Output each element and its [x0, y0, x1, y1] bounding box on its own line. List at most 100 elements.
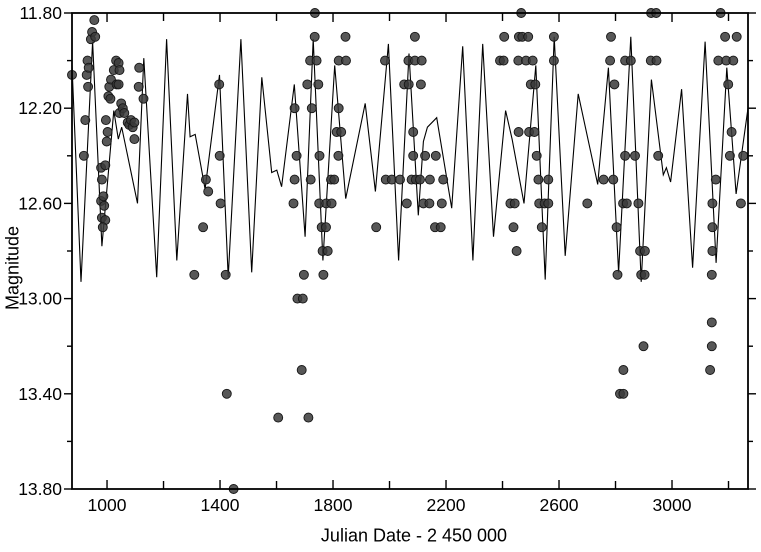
- data-point: [288, 198, 299, 209]
- data-point: [200, 174, 211, 185]
- data-point: [436, 198, 447, 209]
- data-point: [731, 31, 742, 42]
- data-point: [625, 55, 636, 66]
- data-point: [728, 55, 739, 66]
- data-point: [612, 269, 623, 280]
- data-point: [608, 174, 619, 185]
- data-point: [582, 198, 593, 209]
- data-point: [329, 174, 340, 185]
- data-point: [630, 150, 640, 161]
- data-point: [134, 62, 145, 73]
- data-point: [513, 127, 524, 137]
- data-point: [340, 31, 351, 42]
- data-point: [273, 412, 284, 423]
- data-point: [133, 81, 144, 92]
- data-point: [289, 103, 300, 114]
- data-point: [435, 222, 446, 233]
- data-point: [499, 31, 510, 42]
- y-tick-label: 13.80: [18, 479, 62, 499]
- data-point: [529, 127, 540, 137]
- data-point: [723, 79, 734, 90]
- data-point: [633, 198, 644, 209]
- data-point: [203, 186, 214, 197]
- data-point: [298, 269, 309, 280]
- data-point: [100, 160, 111, 171]
- data-point: [371, 222, 382, 233]
- data-point: [618, 365, 629, 375]
- data-point: [98, 191, 109, 202]
- data-point: [114, 65, 125, 76]
- data-point: [735, 198, 746, 209]
- data-point: [531, 150, 542, 161]
- data-point: [214, 150, 225, 161]
- data-point: [738, 150, 749, 161]
- data-point: [333, 150, 344, 161]
- data-point: [706, 269, 717, 280]
- data-point: [386, 174, 397, 185]
- data-point: [706, 317, 717, 328]
- data-point: [220, 269, 231, 280]
- data-point: [306, 103, 317, 114]
- data-point: [214, 79, 225, 90]
- data-point: [543, 174, 554, 185]
- x-tick-label: 2200: [427, 495, 466, 515]
- data-point: [710, 174, 721, 185]
- x-tick-label: 3000: [653, 495, 692, 515]
- data-point: [509, 198, 520, 209]
- data-point: [438, 174, 449, 185]
- data-point: [403, 79, 414, 90]
- data-point: [409, 31, 420, 42]
- data-point: [548, 31, 559, 42]
- data-point: [408, 127, 419, 137]
- data-point: [621, 198, 632, 209]
- data-point: [527, 55, 538, 66]
- data-point: [707, 198, 718, 209]
- data-point: [215, 198, 226, 209]
- data-point: [598, 174, 609, 185]
- data-point: [101, 136, 112, 147]
- data-point: [97, 222, 108, 233]
- data-point: [102, 127, 113, 137]
- data-point: [138, 93, 149, 104]
- data-point: [408, 150, 419, 161]
- data-point: [341, 55, 351, 66]
- y-tick-label: 11.80: [20, 3, 63, 23]
- x-tick-label: 2600: [540, 495, 579, 515]
- data-point: [707, 222, 718, 233]
- data-point: [113, 79, 124, 90]
- data-point: [720, 31, 731, 42]
- y-axis-title: Magnitude: [2, 225, 23, 311]
- data-point: [297, 293, 308, 304]
- x-tick-label: 1000: [88, 495, 127, 515]
- data-point: [726, 127, 737, 137]
- y-tick-label: 13.40: [18, 384, 62, 404]
- data-point: [523, 31, 534, 42]
- data-point: [511, 246, 522, 256]
- data-point: [707, 246, 718, 256]
- data-point: [333, 103, 344, 114]
- data-point: [605, 55, 616, 66]
- data-point: [548, 55, 559, 66]
- data-point: [321, 222, 331, 233]
- data-point: [119, 108, 130, 118]
- data-point: [99, 200, 110, 211]
- data-point: [639, 246, 650, 256]
- data-point: [639, 269, 650, 280]
- data-point: [705, 365, 716, 375]
- data-point: [198, 222, 209, 233]
- data-point: [724, 150, 735, 161]
- data-point: [609, 79, 620, 90]
- data-point: [508, 222, 519, 233]
- data-point: [314, 150, 325, 161]
- y-tick-label: 13.00: [18, 289, 62, 309]
- data-point: [78, 150, 89, 161]
- x-tick-label: 1800: [314, 495, 353, 515]
- data-point: [89, 15, 100, 26]
- data-point: [420, 150, 431, 161]
- data-point: [189, 269, 200, 280]
- data-point: [83, 81, 94, 92]
- data-point: [105, 93, 116, 104]
- data-point: [90, 31, 101, 42]
